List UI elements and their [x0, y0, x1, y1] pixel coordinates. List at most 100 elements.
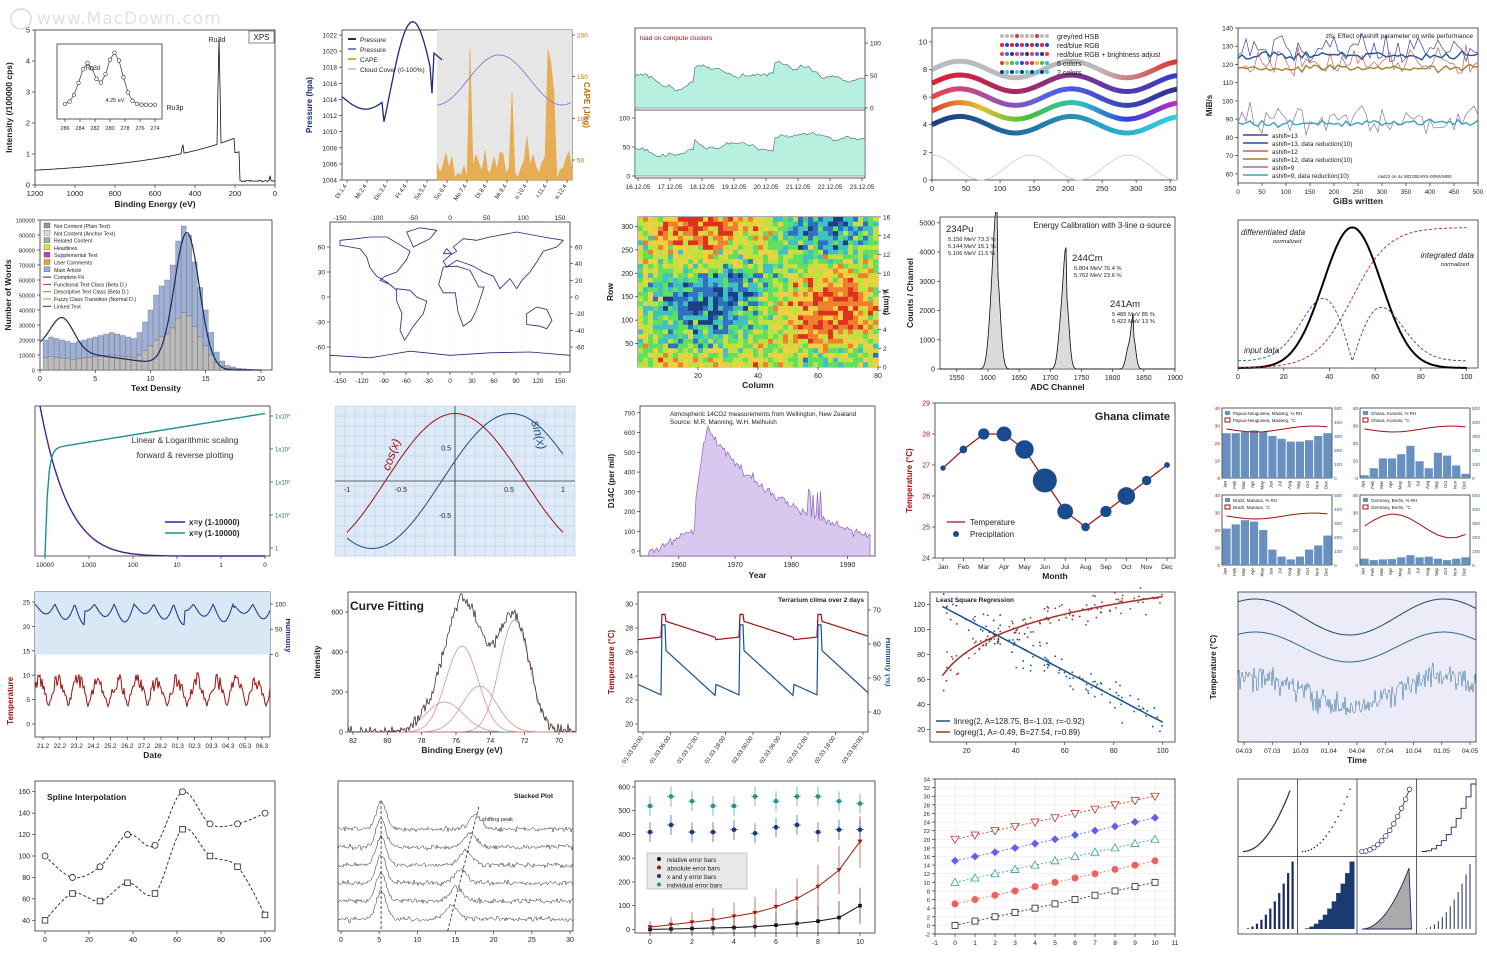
heatmap-cell: [713, 311, 718, 316]
linreg-point: [1071, 671, 1073, 673]
logreg-point: [1015, 630, 1017, 632]
precipitation-bubble: [1117, 487, 1135, 505]
data-point: [972, 896, 979, 903]
heatmap-cell: [788, 362, 793, 367]
y2-tick-label: 200: [1472, 535, 1480, 541]
heatmap-cell: [838, 245, 843, 250]
logreg-point: [968, 657, 970, 659]
data-point: [952, 922, 958, 928]
panel-point: [1328, 831, 1330, 833]
heatmap-cell: [803, 269, 808, 274]
heatmap-cell: [803, 226, 808, 231]
y-tick-label: 20: [1215, 441, 1221, 447]
x-tick-label: 50: [962, 184, 970, 193]
heatmap-cell: [853, 344, 858, 349]
heatmap-cell: [798, 334, 803, 339]
linreg-point: [1046, 663, 1048, 665]
heatmap-cell: [693, 245, 698, 250]
x-tick-label: 5: [93, 376, 97, 383]
x-tick-label: 1000: [67, 189, 84, 198]
heatmap-cell: [663, 255, 668, 260]
inset-point: [149, 103, 153, 107]
heatmap-cell: [783, 226, 788, 231]
logreg-point: [1030, 631, 1032, 633]
data-point: [837, 827, 842, 832]
y-tick-label: 27: [922, 463, 930, 470]
heatmap-cell: [768, 301, 773, 306]
heatmap-cell: [833, 250, 838, 255]
month-label: Jan: [1223, 481, 1228, 489]
heatmap-cell: [853, 245, 858, 250]
heatmap-cell: [813, 259, 818, 264]
heatmap-cell: [778, 292, 783, 297]
month-label: Oct: [1443, 480, 1448, 488]
heatmap-cell: [648, 278, 653, 283]
legend-label: x=y (1-10000): [189, 518, 240, 527]
heatmap-cell: [863, 353, 868, 358]
stacked-bar: [192, 327, 197, 370]
precipitation-bubble: [1033, 469, 1057, 493]
stacked-bar: [60, 358, 65, 370]
heatmap-cell: [683, 283, 688, 288]
data-point: [1152, 857, 1159, 864]
humidity-bar: [1259, 432, 1267, 478]
heatmap-cell: [848, 315, 853, 320]
heatmap-cell: [708, 320, 713, 325]
legend-dot: [1005, 61, 1009, 65]
heatmap-cell: [708, 231, 713, 236]
y-tick-label: 20000: [19, 339, 35, 345]
heatmap-cell: [693, 283, 698, 288]
heatmap-cell: [778, 348, 783, 353]
heatmap-cell: [798, 273, 803, 278]
heatmap-cell: [643, 339, 648, 344]
x-tick-label: 03.3: [205, 743, 218, 750]
heatmap-cell: [743, 315, 748, 320]
heatmap-cell: [733, 325, 738, 330]
humidity-bar: [1416, 461, 1424, 478]
heatmap-cell: [763, 330, 768, 335]
logreg-point: [1069, 614, 1071, 616]
panel-point: [1308, 850, 1310, 852]
y-tick-label: 60: [873, 642, 881, 649]
heatmap-cell: [703, 292, 708, 297]
heatmap-cell: [693, 362, 698, 367]
heatmap-cell: [718, 231, 723, 236]
x-tick-label: 100: [259, 937, 271, 944]
heatmap-cell: [683, 287, 688, 292]
heatmap-cell: [828, 320, 833, 325]
heatmap-cell: [638, 250, 643, 255]
logreg-point: [952, 658, 954, 660]
x-tick-label: 04.05: [1462, 748, 1479, 755]
heatmap-cell: [858, 325, 863, 330]
heatmap-cell: [873, 255, 878, 260]
heatmap-cell: [678, 362, 683, 367]
heatmap-cell: [778, 273, 783, 278]
heatmap-cell: [863, 358, 868, 363]
legend-swatch: [657, 883, 661, 887]
heatmap-cell: [658, 315, 663, 320]
heatmap-cell: [733, 264, 738, 269]
y-tick-label: -40: [575, 328, 585, 335]
heatmap-cell: [858, 362, 863, 367]
heatmap-cell: [708, 287, 713, 292]
heatmap-cell: [753, 334, 758, 339]
heatmap-cell: [698, 222, 703, 227]
heatmap-cell: [678, 301, 683, 306]
data-point: [690, 799, 695, 804]
total-fit-line: [940, 212, 1175, 369]
heatmap-cell: [758, 226, 763, 231]
data-point: [207, 821, 213, 827]
data-point: [858, 801, 863, 806]
heatmap-cell: [868, 348, 873, 353]
legend-swatch: [1225, 498, 1230, 502]
linreg-point: [1121, 722, 1123, 724]
heatmap-cell: [753, 301, 758, 306]
heatmap-cell: [688, 344, 693, 349]
heatmap-cell: [718, 264, 723, 269]
x-tick-label: 1970: [727, 562, 743, 569]
heatmap-cell: [773, 250, 778, 255]
data-point: [648, 804, 653, 809]
heatmap-cell: [768, 226, 773, 231]
data-point: [858, 827, 863, 832]
heatmap-cell: [788, 255, 793, 260]
